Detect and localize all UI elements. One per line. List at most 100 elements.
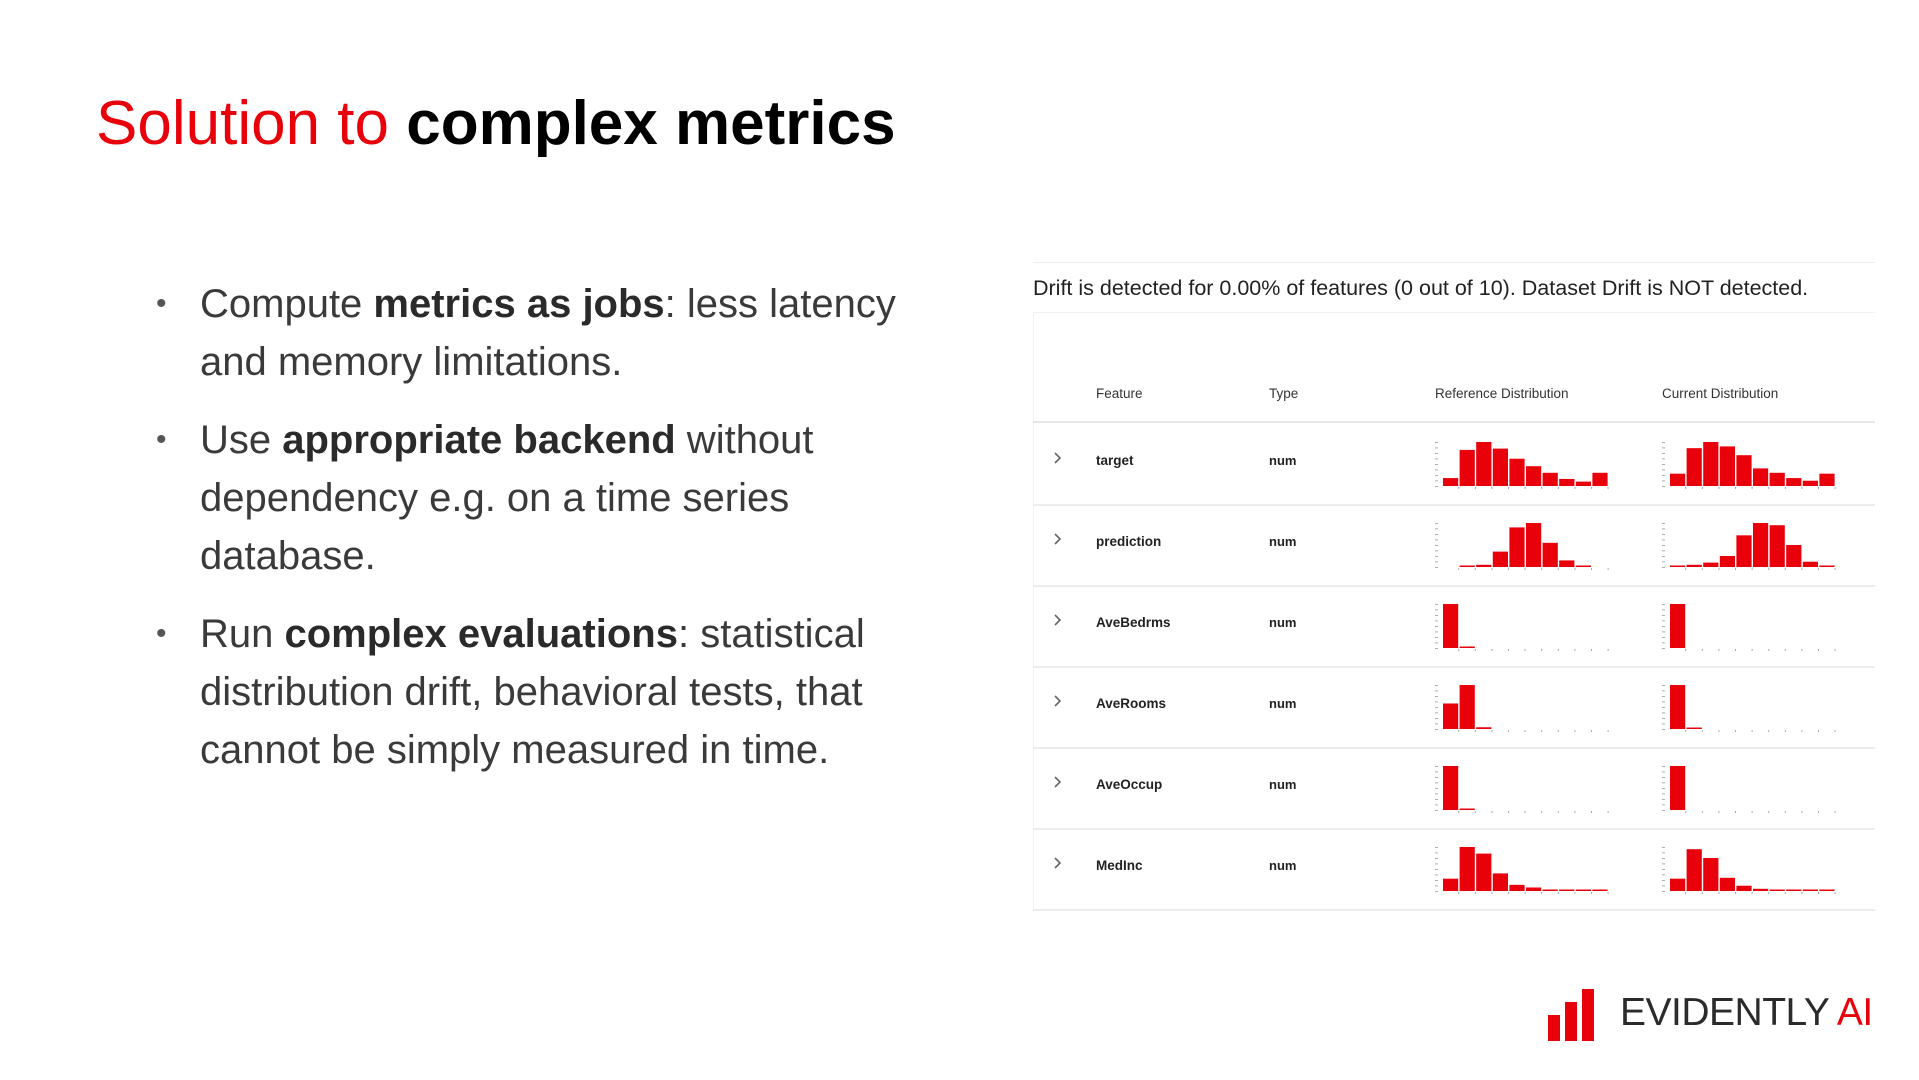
y-tick (1435, 447, 1438, 449)
y-tick (1435, 799, 1438, 800)
histogram-bar (1703, 442, 1719, 486)
feature-type: num (1269, 696, 1297, 711)
y-tick (1662, 458, 1665, 460)
y-tick (1435, 528, 1438, 530)
histogram-bar (1542, 889, 1558, 891)
x-tick (1491, 730, 1493, 732)
y-tick (1662, 847, 1665, 848)
y-tick (1662, 528, 1665, 530)
title-prefix: Solution to (96, 89, 407, 158)
y-tick (1435, 712, 1438, 714)
y-tick (1662, 788, 1665, 789)
x-tick (1607, 487, 1609, 489)
x-tick (1735, 892, 1736, 894)
feature-row[interactable]: AveRooms num (1033, 666, 1875, 749)
x-tick (1768, 730, 1770, 732)
y-tick (1662, 891, 1665, 892)
y-tick (1662, 545, 1665, 546)
y-tick (1662, 858, 1665, 859)
y-tick (1435, 685, 1438, 686)
y-tick (1435, 637, 1438, 638)
x-tick (1474, 487, 1476, 489)
histogram-bar (1509, 884, 1525, 891)
bullet-emphasis: appropriate backend (282, 418, 676, 462)
x-tick (1524, 892, 1526, 894)
histogram-bar (1476, 727, 1492, 729)
y-tick (1662, 637, 1665, 638)
y-tick (1435, 604, 1438, 605)
y-tick (1662, 863, 1665, 865)
x-tick (1818, 487, 1819, 489)
y-tick (1662, 631, 1665, 633)
histogram-bar (1802, 561, 1818, 567)
column-header-current-distribution: Current Distribution (1662, 386, 1779, 401)
x-tick (1834, 892, 1836, 894)
histogram-bar (1786, 545, 1802, 567)
chevron-right-icon[interactable] (1047, 690, 1069, 712)
header-divider (1033, 421, 1875, 423)
chevron-right-icon[interactable] (1047, 528, 1069, 550)
x-tick (1685, 730, 1687, 732)
x-tick (1751, 730, 1753, 732)
histogram-bar (1443, 878, 1459, 891)
histogram-bar (1719, 446, 1735, 486)
y-tick (1435, 523, 1438, 524)
x-tick (1474, 649, 1476, 651)
feature-row[interactable]: prediction num (1033, 504, 1875, 587)
y-tick (1662, 701, 1665, 703)
x-tick (1768, 811, 1770, 813)
feature-row[interactable]: AveBedrms num (1033, 585, 1875, 668)
y-tick (1662, 690, 1665, 692)
histogram-bar (1509, 527, 1525, 567)
x-tick (1751, 568, 1753, 570)
histogram-bar (1753, 523, 1769, 567)
histogram-bar (1802, 889, 1818, 891)
chevron-right-icon[interactable] (1047, 771, 1069, 793)
y-tick (1435, 620, 1438, 622)
histogram-bar (1819, 889, 1835, 891)
x-tick (1557, 811, 1559, 813)
feature-name: AveRooms (1096, 696, 1167, 711)
y-tick (1662, 620, 1665, 622)
chevron-right-icon[interactable] (1047, 852, 1069, 874)
histogram-bar (1559, 889, 1575, 891)
y-tick (1435, 453, 1438, 454)
x-tick (1718, 811, 1720, 813)
x-tick (1718, 487, 1720, 489)
histogram-bar (1575, 481, 1591, 486)
y-tick (1662, 550, 1665, 552)
y-tick (1662, 539, 1665, 541)
y-tick (1435, 869, 1438, 870)
chevron-right-icon[interactable] (1047, 447, 1069, 469)
y-tick (1435, 729, 1438, 730)
x-tick (1491, 649, 1493, 651)
histogram-bar (1459, 847, 1475, 891)
x-tick (1701, 811, 1703, 813)
x-tick (1474, 568, 1476, 570)
feature-row[interactable]: target num (1033, 423, 1875, 506)
divider (1033, 312, 1875, 313)
y-tick (1662, 469, 1665, 471)
x-tick (1591, 487, 1592, 489)
y-tick (1435, 885, 1438, 887)
y-tick (1435, 556, 1438, 557)
feature-row[interactable]: MedInc num (1033, 828, 1875, 911)
y-tick (1662, 486, 1665, 487)
feature-type: num (1269, 534, 1297, 549)
y-tick (1435, 464, 1438, 465)
y-tick (1435, 858, 1438, 859)
histogram-bar (1559, 560, 1575, 567)
x-tick (1591, 568, 1592, 570)
x-tick (1818, 649, 1819, 651)
histogram-bar (1542, 472, 1558, 486)
bullet-item: • Run complex evaluations: statistical d… (150, 605, 950, 779)
x-tick (1607, 892, 1609, 894)
y-tick (1435, 863, 1438, 865)
x-tick (1784, 892, 1786, 894)
chevron-right-icon[interactable] (1047, 609, 1069, 631)
y-tick (1662, 626, 1665, 627)
current-distribution-histogram (1662, 604, 1836, 651)
feature-row[interactable]: AveOccup num (1033, 747, 1875, 830)
x-tick (1818, 730, 1819, 732)
x-tick (1784, 811, 1786, 813)
